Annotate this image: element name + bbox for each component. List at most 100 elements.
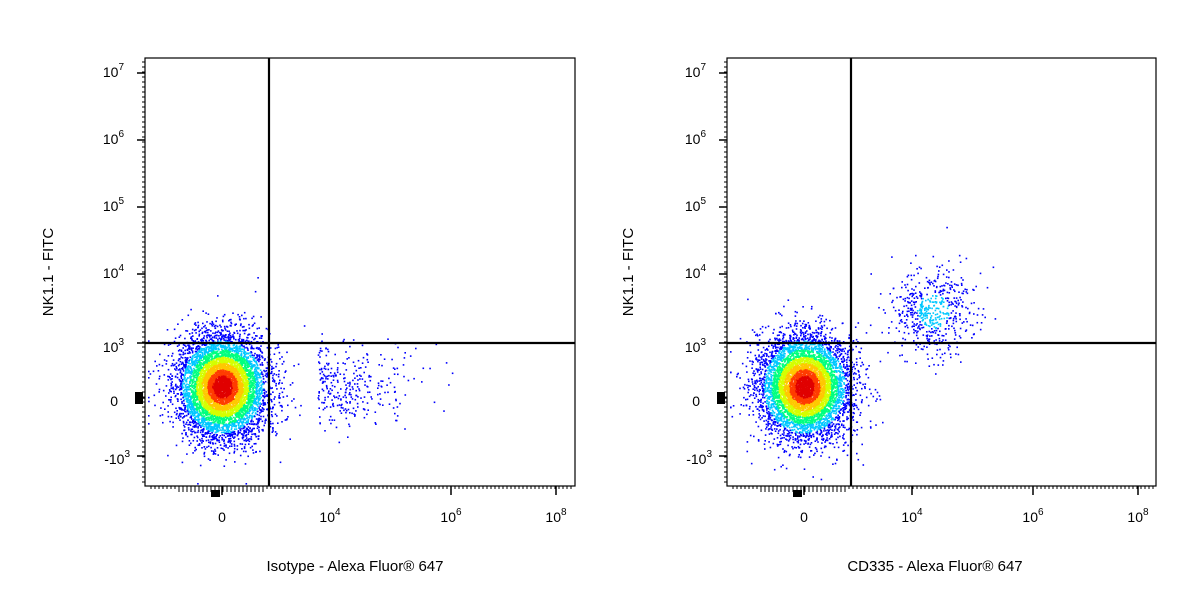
event-dot xyxy=(244,346,246,349)
event-dot xyxy=(223,440,225,443)
event-dot xyxy=(188,386,191,388)
event-dot xyxy=(229,437,232,440)
event-dot xyxy=(247,349,249,351)
event-dot xyxy=(278,351,281,354)
event-dot xyxy=(261,420,264,423)
event-dot xyxy=(176,367,178,369)
event-dot xyxy=(241,422,243,424)
event-dot xyxy=(241,350,243,353)
event-dot xyxy=(200,390,203,392)
event-dot xyxy=(226,339,229,342)
event-dot xyxy=(263,359,266,361)
event-dot xyxy=(180,356,182,358)
event-dot xyxy=(251,423,254,425)
event-dot xyxy=(234,436,236,438)
event-dot xyxy=(239,324,242,327)
event-dot xyxy=(199,464,202,467)
event-dot xyxy=(201,437,203,440)
event-dot xyxy=(201,424,203,427)
event-dot xyxy=(199,329,202,331)
event-dot xyxy=(186,407,189,409)
event-dot xyxy=(265,370,268,372)
event-dot xyxy=(183,409,185,411)
event-dot xyxy=(178,349,181,351)
event-dot xyxy=(217,295,219,297)
event-dot xyxy=(239,431,241,434)
event-dot xyxy=(211,436,214,439)
event-dot xyxy=(216,334,218,337)
event-dot xyxy=(166,329,169,331)
event-dot xyxy=(284,419,287,421)
event-dot xyxy=(223,392,226,394)
event-dot xyxy=(252,373,254,375)
event-dot xyxy=(216,331,219,334)
event-dot xyxy=(199,438,201,441)
event-dot xyxy=(228,434,231,437)
event-dot xyxy=(205,408,207,410)
event-dot xyxy=(213,438,215,441)
event-dot xyxy=(239,345,242,348)
event-dot xyxy=(161,414,164,416)
event-dot xyxy=(187,427,190,429)
event-dot xyxy=(249,446,252,449)
event-dot xyxy=(255,380,257,382)
event-dot xyxy=(186,361,188,363)
event-dot xyxy=(243,447,246,450)
event-dot xyxy=(272,391,274,393)
event-dot xyxy=(232,425,234,427)
event-dot xyxy=(258,390,261,393)
event-dot xyxy=(201,327,203,330)
event-dot xyxy=(260,415,262,418)
event-dot xyxy=(248,440,251,443)
event-dot xyxy=(257,422,259,425)
event-dot xyxy=(225,336,227,339)
event-dot xyxy=(248,388,250,391)
event-dot xyxy=(254,397,256,400)
event-dot xyxy=(244,375,246,377)
event-dot xyxy=(183,398,186,401)
event-dot xyxy=(239,454,242,457)
event-dot xyxy=(200,373,202,375)
event-dot xyxy=(223,419,225,421)
event-dot xyxy=(201,359,204,362)
event-dot xyxy=(179,371,182,374)
event-dot xyxy=(200,429,202,432)
event-dot xyxy=(225,370,228,372)
event-dot xyxy=(285,419,288,421)
event-dot xyxy=(194,350,197,353)
event-dot xyxy=(189,367,191,369)
event-dot xyxy=(191,418,193,420)
event-dot xyxy=(176,376,179,379)
event-dot xyxy=(286,418,288,420)
event-dot xyxy=(210,417,212,420)
event-dot xyxy=(250,365,253,368)
event-dot xyxy=(233,362,235,365)
event-dot xyxy=(229,435,231,438)
event-dot xyxy=(200,405,203,408)
event-dot xyxy=(219,429,222,431)
event-dot xyxy=(241,358,244,360)
event-dot xyxy=(240,377,242,379)
event-dot xyxy=(210,409,213,411)
event-dot xyxy=(209,435,211,437)
event-dot xyxy=(209,369,211,372)
event-dot xyxy=(260,418,262,420)
event-dot xyxy=(186,435,189,438)
event-dot xyxy=(223,449,225,451)
event-dot xyxy=(241,443,244,445)
event-dot xyxy=(210,350,212,353)
event-dot xyxy=(186,409,189,411)
event-dot xyxy=(168,389,171,391)
event-dot xyxy=(183,426,186,428)
event-dot xyxy=(264,418,267,421)
event-dot xyxy=(278,401,281,404)
event-dot xyxy=(264,380,267,383)
event-dot xyxy=(190,428,193,431)
event-dot xyxy=(222,431,225,434)
event-dot xyxy=(254,352,256,355)
event-dot xyxy=(183,402,185,405)
event-dot xyxy=(229,347,231,349)
event-dot xyxy=(227,432,229,435)
event-dot xyxy=(188,360,190,363)
event-dot xyxy=(260,403,262,405)
